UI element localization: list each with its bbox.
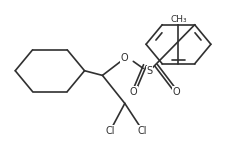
Text: O: O <box>130 87 137 97</box>
Text: O: O <box>121 53 129 63</box>
Text: S: S <box>146 67 153 76</box>
Text: O: O <box>172 87 180 97</box>
Text: Cl: Cl <box>106 126 115 136</box>
Text: CH₃: CH₃ <box>170 15 187 24</box>
Text: Cl: Cl <box>138 126 147 136</box>
